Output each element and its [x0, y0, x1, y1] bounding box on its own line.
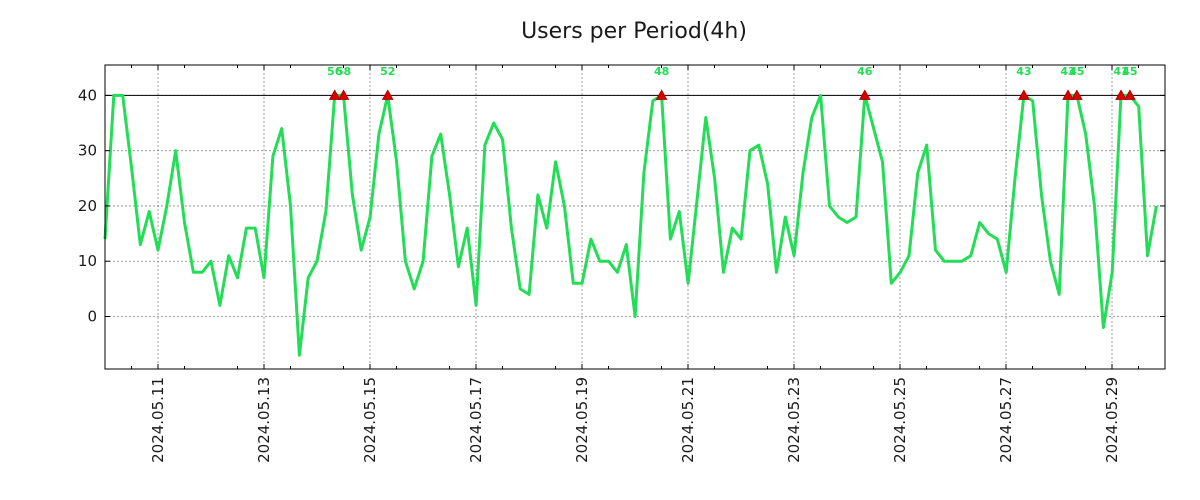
plot-frame	[104, 64, 1166, 370]
x-tick-label: 2024.05.25	[891, 377, 909, 463]
peak-marker	[1115, 89, 1127, 100]
peak-label: 45	[1069, 65, 1084, 78]
peak-marker	[381, 89, 394, 100]
peak-label: 58	[336, 65, 351, 78]
x-tick-label: 2024.05.21	[679, 377, 697, 463]
x-tick-label: 2024.05.19	[573, 377, 591, 463]
peak-label: 41	[1113, 65, 1128, 78]
peak-marker	[1124, 89, 1136, 100]
peak-label: 43	[1016, 65, 1031, 78]
x-tick-label: 2024.05.15	[361, 377, 379, 463]
peak-label: 52	[380, 65, 395, 78]
peak-label: 43	[1060, 65, 1075, 78]
x-tick-label: 2024.05.23	[785, 377, 803, 463]
grid-lines	[105, 65, 1165, 369]
series-line-users	[103, 93, 1158, 357]
y-tick-label: 40	[78, 86, 97, 104]
peak-marker	[1018, 89, 1030, 100]
peak-marker	[337, 89, 350, 100]
x-tick-label: 2024.05.13	[255, 377, 273, 463]
x-tick-label: 2024.05.11	[149, 377, 167, 463]
peak-label: 48	[654, 65, 669, 78]
peak-label: 45	[1122, 65, 1137, 78]
x-tick-label: 2024.05.27	[997, 377, 1015, 463]
peak-marker	[328, 89, 341, 100]
peak-marker	[858, 89, 871, 100]
x-tick-label: 2024.05.29	[1103, 377, 1121, 463]
peak-marker	[1062, 89, 1074, 100]
series-layer	[103, 93, 1158, 357]
peak-label: 46	[857, 65, 873, 78]
chart-title: Users per Period(4h)	[521, 19, 747, 44]
peak-label: 56	[327, 65, 343, 78]
axes: 0 10 20 30 40 2024.05.11 2024.05.13 2024.05.15 2…	[78, 65, 1165, 463]
y-tick-label: 30	[78, 142, 97, 160]
y-tick-label: 0	[87, 307, 97, 325]
peak-marker	[1071, 89, 1083, 100]
peak-marker	[655, 89, 668, 100]
x-tick-label: 2024.05.17	[467, 377, 485, 463]
y-tick-label: 10	[78, 252, 97, 270]
y-tick-label: 20	[78, 197, 97, 215]
